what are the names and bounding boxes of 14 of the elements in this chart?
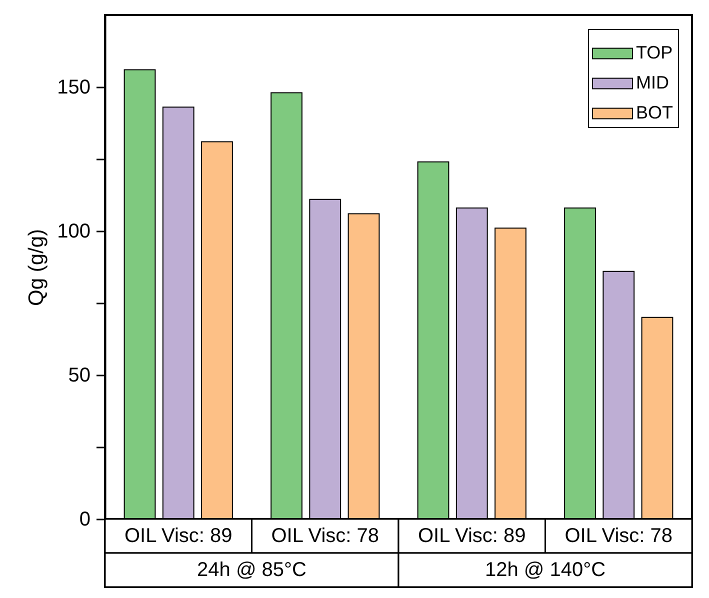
legend-label: BOT [636,102,674,122]
x-tick-label: OIL Visc: 89 [124,525,232,547]
text: 24h @ 85°C [197,559,306,581]
text: 12h @ 140°C [484,559,606,581]
legend-label: TOP [636,42,673,62]
y-tick-label: 0 [79,508,90,530]
y-tick-label: 100 [57,220,90,242]
x-tick-label: OIL Visc: 89 [418,525,526,547]
y-tick-label: 50 [68,364,90,386]
y-tick-label: 150 [57,76,90,98]
y-axis-title: Qg (g/g) [25,228,48,306]
x-tick-label: OIL Visc: 78 [271,525,380,547]
x-tick-label: OIL Visc: 78 [564,525,673,547]
legend-label: MID [636,72,669,92]
